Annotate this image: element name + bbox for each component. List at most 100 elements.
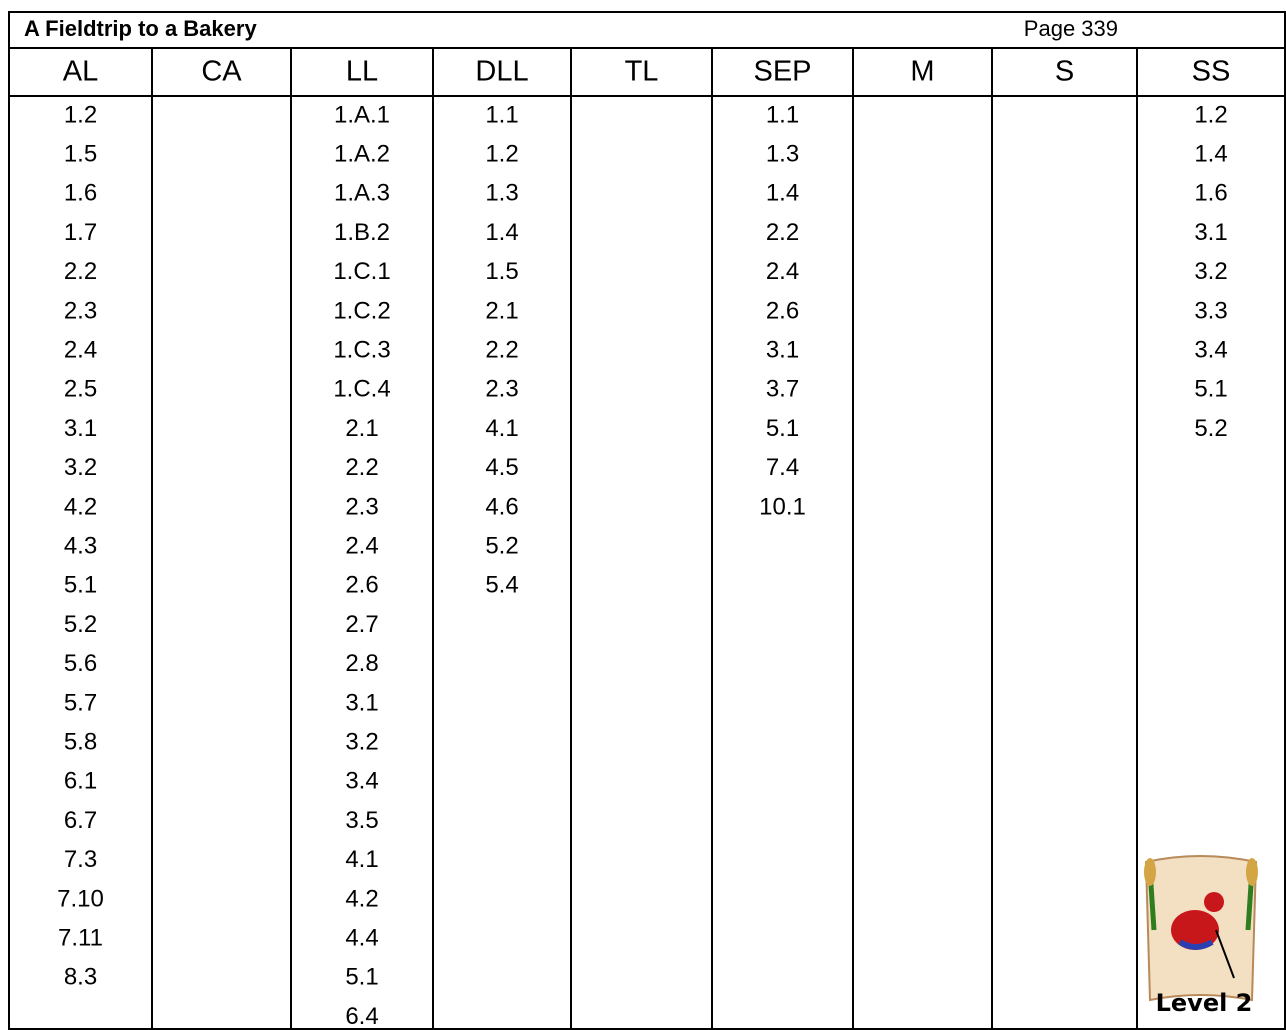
cell: 1.A.2: [334, 141, 390, 168]
column-header: S: [1055, 56, 1074, 88]
level-badge: Level 2: [1144, 855, 1258, 1017]
cell: 1.2: [485, 141, 518, 168]
cell: 1.1: [766, 101, 799, 128]
cell: 2.3: [485, 376, 518, 403]
cell: 1.1: [485, 101, 518, 128]
cell: 1.4: [485, 219, 518, 246]
badge-hen-head: [1204, 892, 1224, 912]
cell: 3.5: [345, 807, 378, 834]
cell: 1.6: [1194, 180, 1227, 207]
cell: 7.11: [58, 925, 103, 952]
cell: 5.2: [1194, 415, 1227, 442]
cell: 4.1: [485, 415, 518, 442]
cell: 10.1: [759, 493, 806, 520]
column-header: SEP: [753, 56, 811, 88]
cell: 1.2: [64, 101, 97, 128]
cell: 5.1: [766, 415, 799, 442]
column-header: SS: [1192, 56, 1231, 88]
cell: 5.8: [64, 729, 97, 756]
cell: 1.3: [485, 180, 518, 207]
cell: 1.7: [64, 219, 97, 246]
cell: 1.3: [766, 141, 799, 168]
cell: 3.2: [1194, 258, 1227, 285]
cell: 2.4: [345, 533, 378, 560]
cell: 6.1: [64, 768, 97, 795]
cell: 5.2: [64, 611, 97, 638]
cell: 5.1: [64, 572, 97, 599]
cell: 6.7: [64, 807, 97, 834]
cell: 5.7: [64, 689, 97, 716]
badge-rake: [1215, 929, 1235, 979]
cell: 5.6: [64, 650, 97, 677]
cell: 6.4: [345, 1003, 378, 1030]
cell: 2.1: [485, 297, 518, 324]
cell: 3.2: [64, 454, 97, 481]
cell: 4.4: [345, 925, 378, 952]
cell: 1.5: [64, 141, 97, 168]
cell: 2.6: [345, 572, 378, 599]
cell: 3.4: [1194, 337, 1227, 364]
cell: 1.C.4: [333, 376, 390, 403]
cell: 7.4: [766, 454, 799, 481]
cell: 8.3: [64, 964, 97, 991]
cell: 2.7: [345, 611, 378, 638]
cell: 2.5: [64, 376, 97, 403]
cell: 7.10: [57, 885, 104, 912]
badge-wheat: [1246, 858, 1258, 886]
column-header: TL: [625, 56, 659, 88]
cell: 3.1: [64, 415, 97, 442]
cell: 1.A.3: [334, 180, 390, 207]
cell: 4.6: [485, 493, 518, 520]
badge-hen-body: [1171, 910, 1219, 950]
cell: 3.1: [1194, 219, 1227, 246]
cell: 5.1: [345, 964, 378, 991]
cell: 1.C.1: [333, 258, 390, 285]
cell: 1.C.3: [333, 337, 390, 364]
cell: 2.4: [766, 258, 799, 285]
column-header: M: [910, 56, 934, 88]
cell: 2.3: [345, 493, 378, 520]
page-number: Page 339: [1024, 16, 1118, 41]
cell: 2.8: [345, 650, 378, 677]
cell: 2.4: [64, 337, 97, 364]
cell: 2.2: [64, 258, 97, 285]
cell: 1.4: [766, 180, 799, 207]
cell: 3.3: [1194, 297, 1227, 324]
column-header: AL: [63, 56, 98, 88]
cell: 1.A.1: [334, 101, 390, 128]
cell: 5.4: [485, 572, 518, 599]
cell: 2.2: [485, 337, 518, 364]
cell: 3.7: [766, 376, 799, 403]
cell: 1.4: [1194, 141, 1227, 168]
cell: 3.4: [345, 768, 378, 795]
outer-border: [8, 11, 1286, 1030]
columns: AL 1.2 1.5 1.6 1.7 2.2 2.3 2.4 2.5 3.1 3.2 4.2 4.3 5.…: [57, 48, 1230, 1030]
title: A Fieldtrip to a Bakery: [24, 16, 257, 41]
column-header: CA: [201, 56, 242, 88]
cell: 5.1: [1194, 376, 1227, 403]
cell: 2.3: [64, 297, 97, 324]
badge-apron: [1178, 939, 1214, 950]
cell: 1.2: [1194, 101, 1227, 128]
column-header: LL: [346, 56, 378, 88]
cell: 4.5: [485, 454, 518, 481]
cell: 2.6: [766, 297, 799, 324]
cell: 7.3: [64, 846, 97, 873]
cell: 3.1: [766, 337, 799, 364]
cell: 2.2: [345, 454, 378, 481]
cell: 1.6: [64, 180, 97, 207]
cell: 4.1: [345, 846, 378, 873]
cell: 4.2: [64, 493, 97, 520]
column-header: DLL: [475, 56, 528, 88]
cell: 3.1: [345, 689, 378, 716]
cell: 4.3: [64, 533, 97, 560]
cell: 5.2: [485, 533, 518, 560]
cell: 4.2: [345, 885, 378, 912]
cell: 2.1: [345, 415, 378, 442]
badge-label: Level 2: [1156, 989, 1253, 1017]
cell: 1.B.2: [334, 219, 390, 246]
cell: 2.2: [766, 219, 799, 246]
badge-wheat: [1144, 858, 1156, 886]
